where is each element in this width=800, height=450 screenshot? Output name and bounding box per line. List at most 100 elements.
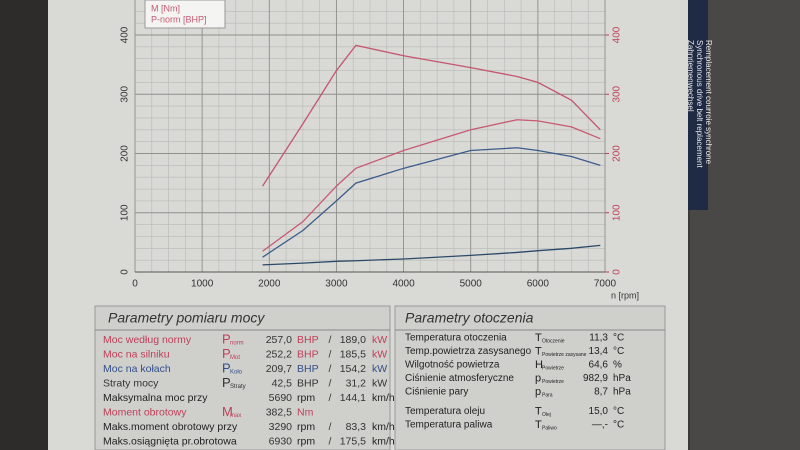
- table-cell: 31,2: [346, 377, 367, 389]
- table-cell: Mot: [230, 355, 240, 361]
- y2-tick-label: 100: [612, 204, 623, 221]
- table-cell: BHP: [297, 334, 319, 346]
- background-right: [690, 0, 800, 450]
- table-cell: kW: [372, 334, 387, 346]
- table-cell: 6930: [269, 435, 293, 447]
- y2-tick-label: 400: [612, 26, 623, 43]
- table-cell: Koło: [230, 370, 243, 376]
- x-tick-label: 6000: [527, 279, 550, 290]
- table-cell: 15,0: [589, 406, 609, 417]
- table-cell: %: [613, 360, 622, 371]
- table-cell: °C: [613, 333, 624, 344]
- table-cell: 189,0: [340, 334, 366, 346]
- x-tick-label: 3000: [325, 279, 348, 290]
- table-title: Parametry pomiaru mocy: [108, 310, 265, 326]
- table-cell: km/h: [372, 435, 395, 447]
- table-cell: 185,5: [340, 348, 366, 360]
- table-cell: 42,5: [272, 377, 293, 389]
- table-cell: Temp.powietrza zasysanego: [405, 346, 532, 357]
- side-text: Zahnriemenwechsel: [686, 40, 695, 112]
- table-cell: Powietrze: [542, 365, 564, 371]
- table-cell: Maksymalna moc przy: [103, 392, 208, 404]
- side-text: Synchronous drive belt replacement: [695, 40, 704, 168]
- table-cell: Paliwo: [542, 425, 557, 431]
- x-tick-label: 7000: [594, 279, 617, 290]
- table-cell: BHP: [297, 377, 319, 389]
- y2-tick-label: 200: [612, 145, 623, 162]
- table-cell: p: [535, 386, 541, 398]
- table-cell: T: [535, 332, 542, 344]
- table-cell: 144,1: [340, 392, 366, 404]
- table-cell: H: [535, 359, 543, 371]
- table-cell: Moc na kołach: [103, 363, 171, 375]
- table-cell: /: [329, 334, 332, 346]
- series-line: [262, 147, 601, 258]
- table-cell: T: [535, 419, 542, 431]
- table-cell: 252,2: [266, 348, 292, 360]
- table-cell: 11,3: [589, 333, 608, 344]
- table-cell: Maks.moment obrotowy przy: [103, 421, 238, 433]
- background-left: [0, 0, 48, 450]
- table-cell: norm: [230, 341, 244, 347]
- chart: 0 1000 2000 3000 4000 5000 6000 700001002003004…: [120, 0, 639, 300]
- table-cell: Straty: [230, 384, 246, 390]
- x-tick-label: 2000: [258, 279, 281, 290]
- table-cell: Temperatura paliwa: [405, 420, 493, 431]
- table-cell: Olej: [542, 412, 551, 418]
- table-cell: Temperatura otoczenia: [405, 333, 507, 344]
- x-tick-label: 0: [132, 279, 138, 290]
- table-cell: max: [230, 413, 241, 419]
- table-cell: M: [222, 404, 233, 419]
- table-cell: rpm: [297, 392, 315, 404]
- table-cell: 257,0: [266, 334, 292, 346]
- table-cell: km/h: [372, 392, 395, 404]
- y-tick-label: 400: [120, 26, 131, 43]
- table-cell: /: [329, 377, 332, 389]
- table-cell: /: [329, 348, 332, 360]
- table-cell: kW: [372, 363, 387, 375]
- y-tick-label: 100: [120, 204, 131, 221]
- table-cell: /: [329, 421, 332, 433]
- table-cell: Moc według normy: [103, 334, 192, 346]
- table-cell: p: [535, 372, 541, 384]
- table-cell: BHP: [297, 348, 319, 360]
- table-cell: km/h: [372, 421, 395, 433]
- table-cell: 64,6: [589, 360, 609, 371]
- table-cell: P: [222, 375, 231, 390]
- table-cell: /: [329, 363, 332, 375]
- table-cell: rpm: [297, 421, 315, 433]
- table-cell: P: [222, 360, 231, 375]
- x-tick-label: 4000: [392, 279, 415, 290]
- table-cell: hPa: [613, 373, 631, 384]
- table-cell: Maks.osiągnięta pr.obrotowa: [103, 435, 237, 447]
- x-axis-label: n [rpm]: [611, 290, 639, 300]
- side-label: Zahnriemenwechsel Synchronous drive belt …: [686, 40, 713, 168]
- table-cell: kW: [372, 377, 387, 389]
- table-cell: T: [535, 405, 542, 417]
- table-cell: /: [329, 435, 332, 447]
- table-cell: 982,9: [583, 373, 608, 384]
- y-tick-label: 300: [120, 85, 131, 102]
- table-cell: 3290: [269, 421, 293, 433]
- table-cell: kW: [372, 348, 387, 360]
- table-cell: Powietrze: [542, 379, 564, 385]
- table-cell: 382,5: [266, 406, 292, 418]
- table-cell: 8,7: [594, 387, 608, 398]
- table-cell: Ciśnienie atmosferyczne: [405, 373, 514, 384]
- table-cell: Otoczenie: [542, 338, 565, 344]
- table-cell: P: [222, 331, 231, 346]
- legend-entry: P-norm [BHP]: [151, 14, 207, 24]
- table-cell: 13,4: [589, 346, 609, 357]
- table-cell: Moment obrotowy: [103, 406, 187, 418]
- table-cell: —,-: [592, 420, 608, 431]
- series-line: [262, 244, 601, 266]
- legend-entry: M [Nm]: [151, 3, 180, 13]
- table-cell: rpm: [297, 435, 315, 447]
- table-cell: Ciśnienie pary: [405, 387, 468, 398]
- y-tick-label: 200: [120, 145, 131, 162]
- table-title: Parametry otoczenia: [405, 310, 534, 326]
- x-tick-label: 5000: [460, 279, 483, 290]
